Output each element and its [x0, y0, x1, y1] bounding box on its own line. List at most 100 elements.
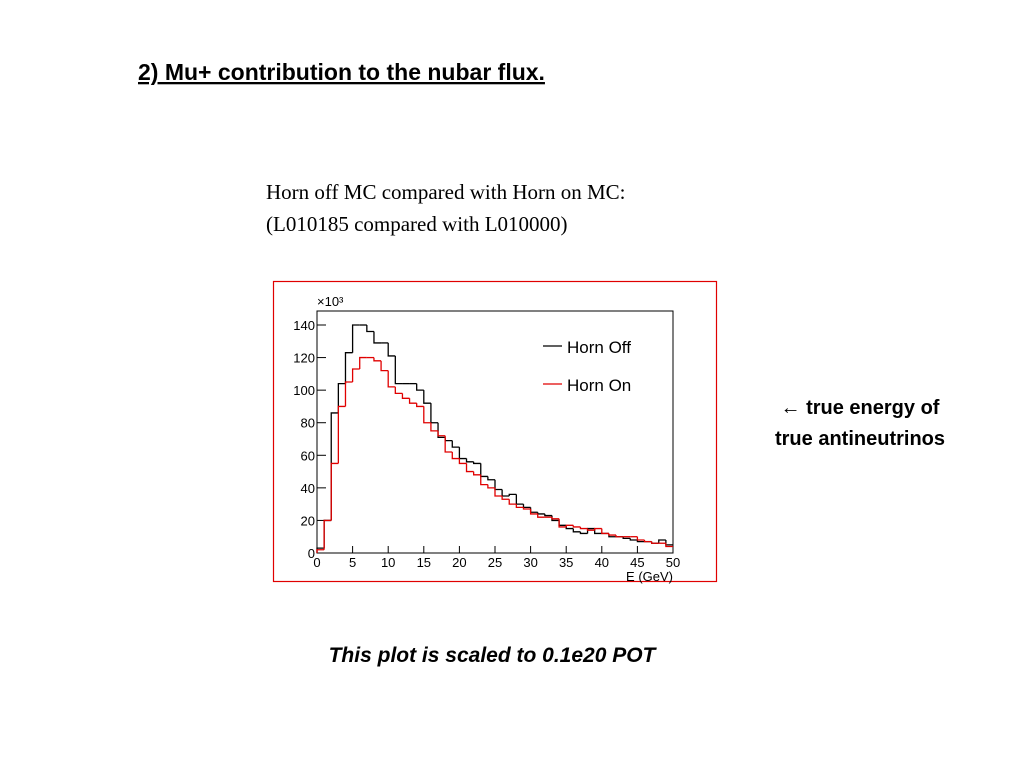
histogram-step	[508, 493, 517, 497]
histogram-step	[323, 519, 332, 549]
legend-label: Horn On	[567, 376, 631, 395]
histogram-step	[529, 509, 538, 515]
histogram-step	[373, 331, 382, 344]
histogram-step	[572, 528, 581, 533]
histogram-step	[522, 504, 531, 509]
histogram-step	[501, 496, 510, 500]
histogram-step	[487, 484, 495, 489]
histogram-step	[551, 515, 560, 522]
histogram-step	[366, 325, 374, 333]
histogram-step	[658, 539, 666, 544]
x-tick-label: 0	[313, 555, 320, 570]
histogram-step	[416, 383, 424, 391]
histogram-step	[423, 406, 431, 424]
slide-title: 2) Mu+ contribution to the nubar flux.	[138, 59, 545, 85]
histogram-step	[480, 463, 488, 478]
y-tick-label: 60	[301, 448, 315, 463]
histogram-step	[487, 476, 495, 481]
histogram-step	[537, 513, 545, 518]
histogram-step	[529, 507, 538, 513]
histogram-step	[472, 471, 481, 476]
histogram-step	[458, 458, 467, 465]
histogram-step	[337, 382, 346, 413]
histogram-step	[565, 524, 574, 527]
histogram-step	[537, 512, 545, 515]
chart-border	[272, 280, 718, 583]
histogram-step	[408, 398, 417, 404]
histogram-step	[394, 386, 403, 395]
x-tick-label: 5	[349, 555, 356, 570]
histogram-step	[337, 405, 346, 464]
histogram-step	[330, 462, 339, 521]
histogram-step	[344, 381, 353, 407]
histogram-step	[558, 520, 567, 526]
y-tick-label: 100	[293, 383, 315, 398]
histogram-step	[665, 543, 673, 548]
histogram-step	[650, 541, 659, 544]
x-tick-label: 15	[417, 555, 431, 570]
x-tick-label: 45	[630, 555, 644, 570]
histogram-step	[480, 474, 488, 486]
footnote: This plot is scaled to 0.1e20 POT	[329, 644, 658, 667]
histogram-step	[501, 489, 510, 497]
histogram-step	[629, 538, 638, 541]
legend-label: Horn Off	[567, 338, 631, 357]
histogram-step	[636, 536, 645, 541]
histogram-step	[601, 528, 609, 535]
x-tick-label: 35	[559, 555, 573, 570]
histogram-step	[579, 526, 588, 530]
histogram-step	[558, 518, 567, 528]
y-tick-label: 40	[301, 481, 315, 496]
x-tick-label: 10	[381, 555, 395, 570]
y-tick-label: 0	[308, 546, 315, 561]
x-tick-label: 30	[523, 555, 537, 570]
histogram-step	[394, 355, 403, 385]
histogram-step	[373, 357, 382, 362]
histogram-step	[380, 360, 389, 372]
x-tick-label: 25	[488, 555, 502, 570]
histogram-step	[665, 539, 673, 546]
histogram-step	[572, 525, 581, 528]
x-tick-label: 40	[595, 555, 609, 570]
histogram-step	[515, 504, 524, 509]
histogram-step	[579, 531, 588, 535]
histogram-step	[437, 430, 446, 437]
y-tick-label: 140	[293, 318, 315, 333]
histogram-step	[330, 412, 339, 521]
side-note: true antineutrinos	[775, 428, 945, 450]
histogram-step	[615, 535, 624, 538]
histogram-step	[586, 527, 595, 534]
y-tick-label: 80	[301, 416, 315, 431]
subtitle-line: Horn off MC compared with Horn on MC:	[266, 180, 626, 204]
histogram-step	[316, 549, 325, 553]
histogram-step	[387, 370, 396, 388]
histogram-step	[344, 352, 353, 384]
histogram-step	[522, 507, 531, 510]
histogram-step	[465, 463, 474, 473]
histogram-step	[444, 435, 453, 453]
histogram-step	[586, 528, 595, 531]
histogram-step	[430, 422, 439, 432]
x-axis-label: E (GeV)	[626, 569, 673, 584]
histogram-step	[643, 539, 652, 543]
histogram-step	[458, 447, 467, 460]
histogram-step	[472, 461, 481, 465]
histogram-step	[515, 494, 524, 505]
histogram-step	[316, 547, 325, 553]
histogram-step	[444, 437, 453, 442]
histogram-step	[437, 422, 446, 439]
histogram-step	[494, 479, 503, 491]
histogram-step	[608, 533, 617, 536]
histogram-step	[387, 342, 396, 357]
x-tick-label: 50	[666, 555, 680, 570]
x-tick-label: 20	[452, 555, 466, 570]
y-multiplier: ×10³	[317, 294, 344, 309]
histogram-step	[351, 368, 360, 383]
histogram-step	[494, 487, 503, 497]
histogram-step	[544, 513, 552, 517]
histogram-step	[423, 390, 431, 404]
histogram-step	[508, 499, 517, 505]
histogram-step	[465, 458, 474, 463]
